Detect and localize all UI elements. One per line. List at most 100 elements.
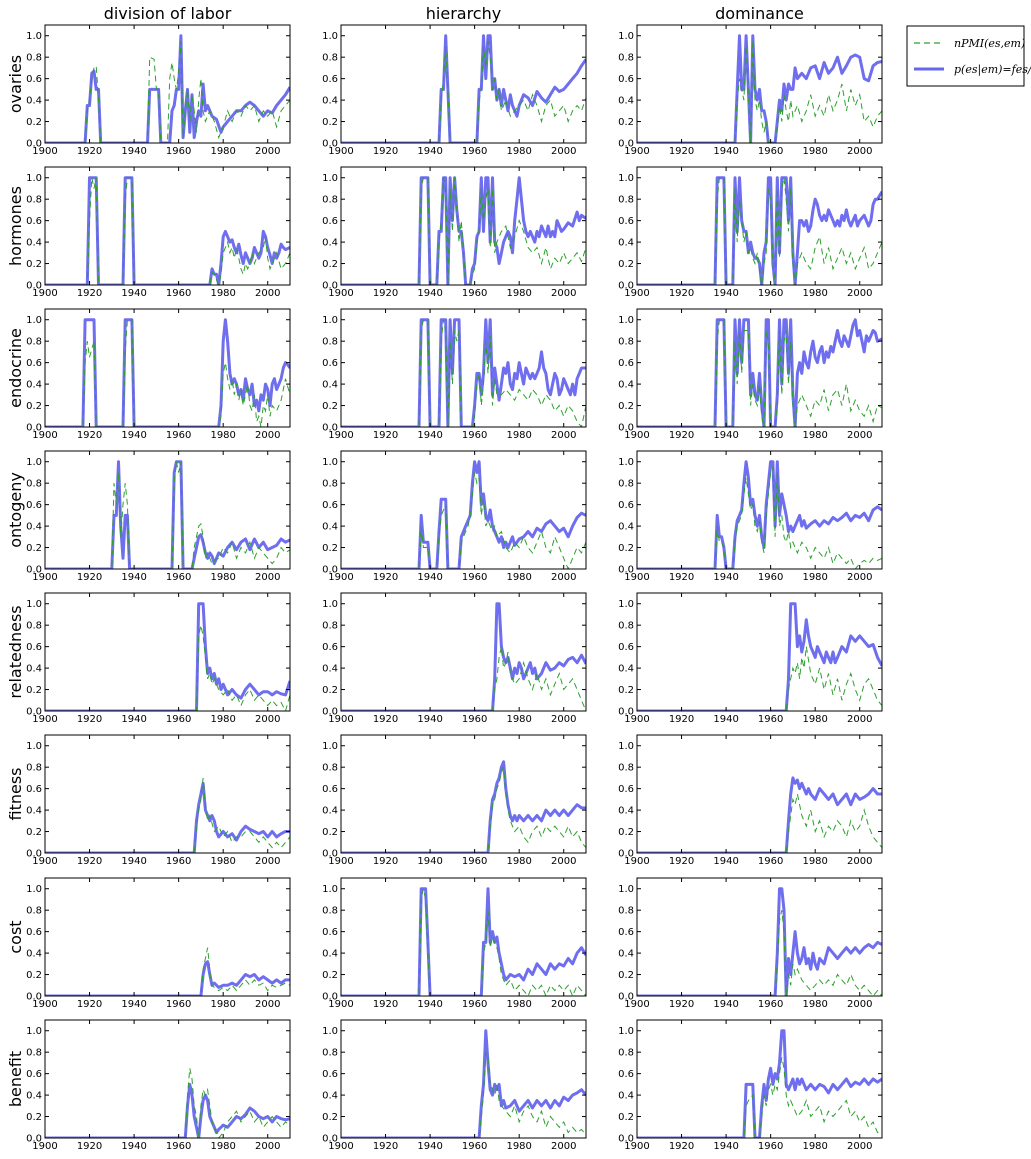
x-tick-label: 1940	[121, 856, 146, 867]
y-tick-label: 0.0	[26, 1134, 42, 1145]
plot-background	[341, 593, 586, 711]
series-line-p	[45, 34, 290, 143]
y-tick-label: 1.0	[322, 31, 338, 42]
x-tick-label: 1900	[328, 430, 353, 441]
panels: 1900 1920 1940 1960 1980 2000 0.0 0.2 0.4 0.6 0.8 1…	[26, 24, 883, 1152]
y-tick-label: 0.0	[322, 707, 338, 718]
x-tick-label: 1960	[758, 999, 783, 1010]
x-tick-label: 1980	[506, 572, 531, 583]
column-titles: division of labor hierarchy dominance	[104, 4, 804, 23]
column-title-division-of-labor: division of labor	[104, 4, 232, 23]
series-group	[637, 34, 882, 143]
y-tick-label: 0.0	[618, 849, 634, 860]
y-tick-label: 0.8	[618, 53, 634, 64]
series-group	[637, 1029, 882, 1138]
plot-frame	[636, 450, 883, 570]
series-group	[341, 760, 586, 853]
x-tick-label: 1900	[624, 430, 649, 441]
y-tick-label: 0.6	[322, 1069, 338, 1080]
series-line-npmi	[45, 777, 290, 853]
series-line-p	[341, 460, 586, 569]
plot-background	[637, 309, 882, 427]
y-tick-label: 0.8	[26, 53, 42, 64]
y-tick-label: 0.6	[26, 74, 42, 85]
panel-hormones-dominance: 1900 1920 1940 1960 1980 2000 0.0 0.2 0.4 0.6 0.8 1…	[618, 166, 883, 299]
series-line-npmi	[637, 41, 882, 143]
y-tick-label: 0.0	[618, 423, 634, 434]
y-tick-label: 1.0	[322, 315, 338, 326]
series-line-npmi	[637, 646, 882, 711]
x-tick-label: 1940	[713, 1141, 738, 1152]
x-tick-label: 1940	[417, 714, 442, 725]
y-tick-label: 0.8	[322, 337, 338, 348]
y-tick-label: 0.2	[618, 685, 634, 696]
panel-cost-division-of-labor: 1900 1920 1940 1960 1980 2000 0.0 0.2 0.4 0.6 0.8 1…	[26, 877, 291, 1010]
plot-frame	[44, 308, 291, 428]
y-tick-label: 0.4	[322, 1091, 338, 1102]
x-tick-label: 1960	[166, 999, 191, 1010]
x-tick-label: 1920	[373, 288, 398, 299]
y-tick-label: 0.6	[322, 500, 338, 511]
series-group	[637, 176, 882, 285]
y-tick-label: 0.2	[322, 259, 338, 270]
series-line-npmi	[637, 466, 882, 569]
x-tick-label: 1980	[210, 714, 235, 725]
x-tick-label: 2000	[551, 146, 576, 157]
x-tick-label: 1940	[713, 288, 738, 299]
x-tick-label: 1980	[802, 146, 827, 157]
series-line-p	[637, 34, 882, 143]
x-tick-label: 1920	[669, 999, 694, 1010]
panel-fitness-division-of-labor: 1900 1920 1940 1960 1980 2000 0.0 0.2 0.4 0.6 0.8 1…	[26, 734, 291, 867]
plot-frame	[340, 24, 587, 144]
series-line-p	[341, 1029, 586, 1138]
x-tick-label: 1960	[462, 146, 487, 157]
y-tick-label: 0.0	[26, 849, 42, 860]
series-line-p	[45, 1082, 290, 1138]
row-label-ovaries: ovaries	[6, 55, 25, 113]
y-tick-label: 0.8	[618, 906, 634, 917]
panel-fitness-dominance: 1900 1920 1940 1960 1980 2000 0.0 0.2 0.4 0.6 0.8 1…	[618, 734, 883, 867]
y-tick-label: 0.6	[26, 927, 42, 938]
y-tick-label: 1.0	[26, 884, 42, 895]
y-tick-label: 1.0	[26, 457, 42, 468]
plot-background	[637, 735, 882, 853]
y-tick-label: 0.6	[322, 216, 338, 227]
x-tick-label: 2000	[847, 288, 872, 299]
x-tick-label: 1920	[77, 430, 102, 441]
plot-background	[45, 25, 290, 143]
series-line-npmi	[637, 793, 882, 853]
y-tick-label: 0.4	[26, 238, 42, 249]
y-tick-label: 0.4	[618, 380, 634, 391]
y-tick-label: 0.2	[618, 401, 634, 412]
row-labels: ovaries hormones endocrine ontogeny relatedn…	[6, 55, 25, 1107]
y-tick-label: 0.6	[322, 642, 338, 653]
x-tick-label: 1940	[417, 146, 442, 157]
y-tick-label: 0.4	[322, 380, 338, 391]
panel-relatedness-dominance: 1900 1920 1940 1960 1980 2000 0.0 0.2 0.4 0.6 0.8 1…	[618, 592, 883, 725]
y-tick-label: 0.0	[26, 423, 42, 434]
x-tick-label: 1920	[373, 1141, 398, 1152]
x-tick-label: 1900	[624, 999, 649, 1010]
plot-background	[45, 735, 290, 853]
y-tick-label: 0.0	[26, 992, 42, 1003]
y-tick-label: 1.0	[618, 884, 634, 895]
y-tick-label: 0.8	[26, 763, 42, 774]
x-tick-label: 1920	[373, 856, 398, 867]
series-group	[637, 318, 882, 427]
series-group	[637, 602, 882, 711]
y-tick-label: 0.4	[322, 522, 338, 533]
row-label-hormones: hormones	[6, 186, 25, 266]
x-tick-label: 1980	[210, 1141, 235, 1152]
x-tick-label: 1980	[802, 288, 827, 299]
panel-fitness-hierarchy: 1900 1920 1940 1960 1980 2000 0.0 0.2 0.4 0.6 0.8 1…	[322, 734, 587, 867]
x-tick-label: 1920	[77, 1141, 102, 1152]
x-tick-label: 2000	[255, 999, 280, 1010]
x-tick-label: 2000	[551, 572, 576, 583]
y-tick-label: 0.0	[618, 992, 634, 1003]
x-tick-label: 1980	[210, 999, 235, 1010]
x-tick-label: 2000	[847, 1141, 872, 1152]
x-tick-label: 1960	[758, 430, 783, 441]
panel-ontogeny-division-of-labor: 1900 1920 1940 1960 1980 2000 0.0 0.2 0.4 0.6 0.8 1…	[26, 450, 291, 583]
x-tick-label: 2000	[847, 856, 872, 867]
x-tick-label: 1980	[210, 572, 235, 583]
